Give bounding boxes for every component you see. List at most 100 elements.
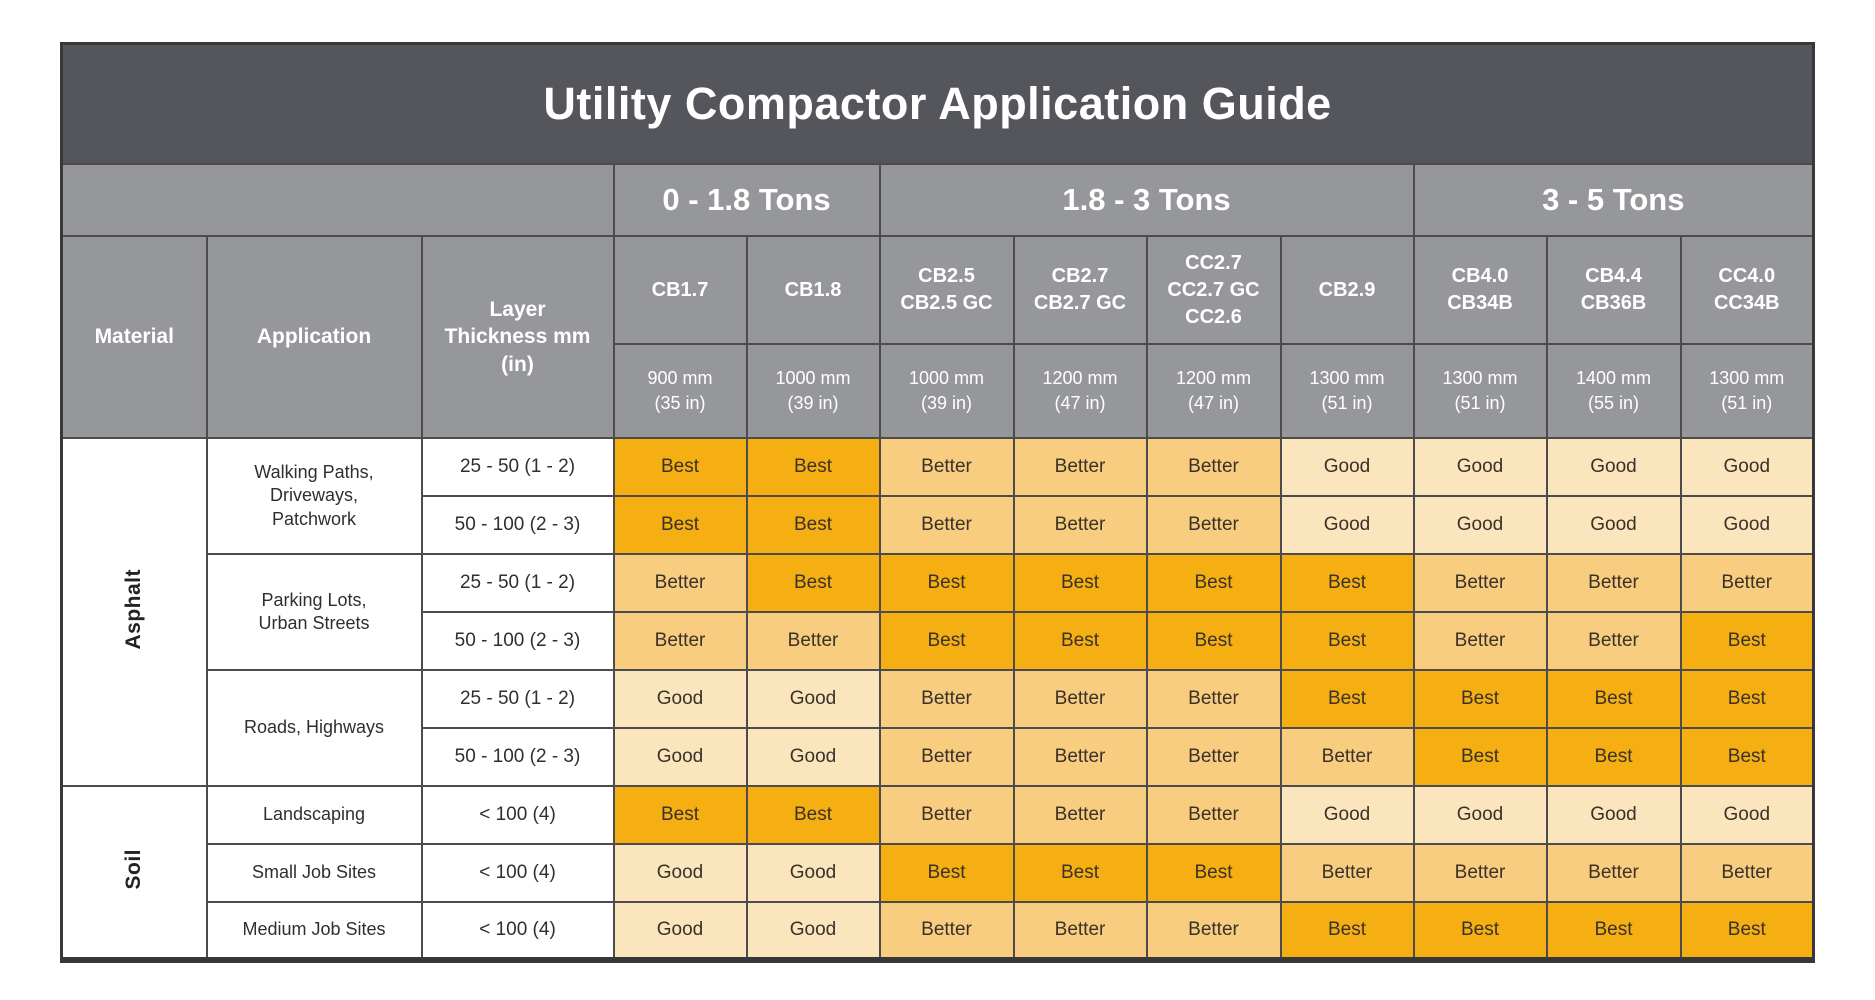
rating-cell: Better <box>1145 437 1282 497</box>
layer-thickness-value: < 100 (4) <box>420 843 615 903</box>
rating-cell: Best <box>878 553 1015 613</box>
rating-cell: Better <box>1279 727 1415 787</box>
rating-cell: Good <box>1279 785 1415 845</box>
rating-cell: Good <box>1545 495 1682 555</box>
rating-cell: Good <box>1412 437 1548 497</box>
rating-cell: Better <box>612 553 748 613</box>
rating-cell: Best <box>1012 843 1148 903</box>
rating-cell: Better <box>878 495 1015 555</box>
rating-cell: Good <box>1679 785 1815 845</box>
column-header-application: Application <box>205 235 423 439</box>
rating-cell: Better <box>1279 843 1415 903</box>
model-header: CB2.7 CB2.7 GC <box>1012 235 1148 345</box>
layer-thickness-value: 25 - 50 (1 - 2) <box>420 669 615 729</box>
rating-cell: Better <box>1012 727 1148 787</box>
table-row: Soil Landscaping < 100 (4) Best Best Better Be… <box>60 785 1815 961</box>
rating-cell: Best <box>1279 901 1415 961</box>
drum-width-value: 1200 mm (47 in) <box>1012 343 1148 439</box>
rating-cell: Best <box>1545 727 1682 787</box>
table-row: Small Job Sites < 100 (4) Good Good Best Best… <box>62 843 1815 903</box>
rating-cell: Best <box>612 437 748 497</box>
weight-class-header: 1.8 - 3 Tons <box>878 163 1415 237</box>
weight-class-row: 0 - 1.8 Tons 1.8 - 3 Tons 3 - 5 Tons <box>60 163 1815 237</box>
rating-cell: Good <box>745 727 881 787</box>
rating-cell: Good <box>1679 437 1815 497</box>
page-title: Utility Compactor Application Guide <box>60 42 1815 165</box>
rating-cell: Good <box>612 669 748 729</box>
rating-cell: Better <box>745 611 881 671</box>
model-header: CB2.9 <box>1279 235 1415 345</box>
rating-cell: Best <box>1679 669 1815 729</box>
rating-cell: Best <box>1412 901 1548 961</box>
layer-thickness-value: 25 - 50 (1 - 2) <box>420 553 615 613</box>
layer-thickness-value: 50 - 100 (2 - 3) <box>420 611 615 671</box>
rating-cell: Good <box>1279 495 1415 555</box>
rating-cell: Best <box>745 785 881 845</box>
model-header: CC4.0 CC34B <box>1679 235 1815 345</box>
rating-cell: Best <box>1545 901 1682 961</box>
rating-cell: Better <box>1545 843 1682 903</box>
rating-cell: Better <box>1012 669 1148 729</box>
column-header-layer-thickness: Layer Thickness mm (in) <box>420 235 615 439</box>
table-row: 50 - 100 (2 - 3) Good Good Better Better Bett… <box>62 727 1815 787</box>
rating-cell: Good <box>1412 785 1548 845</box>
model-header: CB4.0 CB34B <box>1412 235 1548 345</box>
drum-width-value: 1400 mm (55 in) <box>1545 343 1682 439</box>
rating-cell: Best <box>745 437 881 497</box>
rating-cell: Best <box>1012 611 1148 671</box>
rating-cell: Better <box>1145 669 1282 729</box>
material-cell: Soil <box>60 785 208 961</box>
rating-cell: Better <box>1012 901 1148 961</box>
table-row: Medium Job Sites < 100 (4) Good Good Better B… <box>62 901 1815 961</box>
material-cell: Asphalt <box>60 437 208 787</box>
application-label: Parking Lots, Urban Streets <box>205 553 423 671</box>
drum-width-value: 1200 mm (47 in) <box>1145 343 1282 439</box>
drum-width-value: 1300 mm (51 in) <box>1412 343 1548 439</box>
weight-class-spacer <box>60 163 615 237</box>
drum-width-value: 900 mm (35 in) <box>612 343 748 439</box>
title-row: Utility Compactor Application Guide <box>60 42 1815 165</box>
model-header: CB1.8 <box>745 235 881 345</box>
weight-class-header: 3 - 5 Tons <box>1412 163 1815 237</box>
rating-cell: Good <box>745 843 881 903</box>
model-header: CC2.7 CC2.7 GC CC2.6 <box>1145 235 1282 345</box>
drum-width-value: 1000 mm (39 in) <box>745 343 881 439</box>
rating-cell: Best <box>1145 611 1282 671</box>
table-row: 50 - 100 (2 - 3) Best Best Better Better Bett… <box>62 495 1815 555</box>
rating-cell: Best <box>1145 553 1282 613</box>
rating-cell: Best <box>745 553 881 613</box>
rating-cell: Better <box>1545 611 1682 671</box>
rating-cell: Best <box>1145 843 1282 903</box>
material-label: Asphalt <box>122 569 146 650</box>
rating-cell: Better <box>1679 553 1815 613</box>
rating-cell: Best <box>878 611 1015 671</box>
table-row: 50 - 100 (2 - 3) Better Better Best Best Best… <box>62 611 1815 671</box>
layer-thickness-value: 50 - 100 (2 - 3) <box>420 495 615 555</box>
rating-cell: Better <box>1145 901 1282 961</box>
rating-cell: Best <box>1279 611 1415 671</box>
rating-cell: Better <box>1412 843 1548 903</box>
rating-cell: Best <box>1679 901 1815 961</box>
rating-cell: Better <box>1545 553 1682 613</box>
rating-cell: Good <box>745 669 881 729</box>
rating-cell: Good <box>1545 437 1682 497</box>
rating-cell: Better <box>1145 785 1282 845</box>
rating-cell: Best <box>1412 669 1548 729</box>
rating-cell: Better <box>878 669 1015 729</box>
rating-cell: Good <box>745 901 881 961</box>
application-label: Small Job Sites <box>205 843 423 903</box>
application-guide-table: Utility Compactor Application Guide 0 - … <box>60 42 1816 963</box>
drum-width-row: 900 mm (35 in) 1000 mm (39 in) 1000 mm (39… <box>62 343 1815 439</box>
rating-cell: Best <box>1412 727 1548 787</box>
rating-cell: Best <box>612 785 748 845</box>
rating-cell: Best <box>1545 669 1682 729</box>
table-row: Parking Lots, Urban Streets 25 - 50 (1 - … <box>62 553 1815 671</box>
rating-cell: Good <box>612 843 748 903</box>
model-header: CB1.7 <box>612 235 748 345</box>
rating-cell: Better <box>612 611 748 671</box>
layer-thickness-value: 50 - 100 (2 - 3) <box>420 727 615 787</box>
rating-cell: Best <box>1679 611 1815 671</box>
rating-cell: Better <box>1679 843 1815 903</box>
rating-cell: Best <box>1279 553 1415 613</box>
rating-cell: Better <box>1412 611 1548 671</box>
